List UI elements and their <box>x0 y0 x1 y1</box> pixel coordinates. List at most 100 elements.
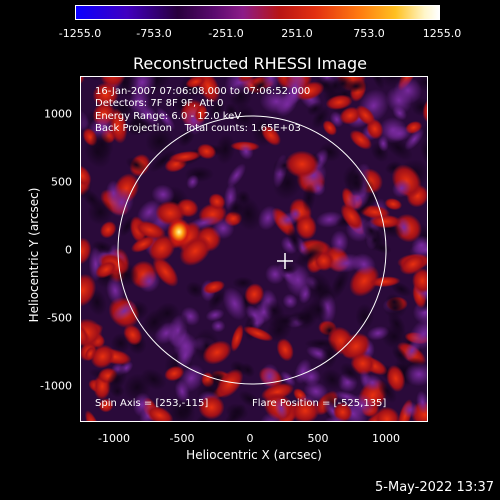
emission-blob <box>416 390 427 414</box>
emission-blob <box>81 237 92 265</box>
emission-blob <box>142 308 167 336</box>
emission-blob <box>265 264 286 285</box>
emission-blob <box>401 401 419 419</box>
emission-blob <box>211 319 226 333</box>
emission-blob <box>302 183 316 213</box>
emission-blob <box>238 142 254 160</box>
emission-blob <box>285 150 320 178</box>
emission-blob <box>231 103 257 131</box>
emission-blob <box>325 94 353 110</box>
emission-blob <box>361 220 382 242</box>
emission-blob <box>198 395 225 420</box>
emission-blob <box>355 105 376 126</box>
colorbar-tick: 753.0 <box>353 27 385 40</box>
emission-blob <box>295 214 317 240</box>
emission-blob <box>148 234 176 262</box>
emission-blob <box>177 129 195 147</box>
colorbar-tick: 1255.0 <box>422 27 462 40</box>
emission-blob <box>276 212 300 228</box>
colorbar-tick: 251.0 <box>281 27 313 40</box>
emission-blob <box>366 325 390 341</box>
emission-blob <box>274 397 288 420</box>
plot-date: 5-May-2022 13:37 <box>375 480 494 495</box>
emission-blob <box>99 77 127 89</box>
emission-blob <box>207 288 227 311</box>
emission-blob <box>222 287 247 321</box>
emission-blob <box>330 230 349 255</box>
y-tick: 500 <box>51 175 72 189</box>
emission-blob <box>290 398 320 421</box>
emission-blob <box>392 105 407 121</box>
emission-blob <box>370 77 385 90</box>
annotation-method: Back Projection Total counts: 1.65E+03 <box>95 123 301 134</box>
emission-blob <box>90 130 114 159</box>
emission-blob <box>330 267 350 300</box>
emission-blob <box>334 390 360 403</box>
emission-blob <box>185 281 205 299</box>
emission-blob <box>390 281 412 297</box>
emission-blob <box>329 253 363 273</box>
emission-blob <box>151 184 175 205</box>
emission-blob <box>110 384 125 398</box>
emission-blob <box>196 143 217 160</box>
emission-blob <box>341 332 371 360</box>
emission-blob <box>205 308 225 322</box>
emission-blob <box>186 174 199 190</box>
emission-blob <box>208 193 226 210</box>
emission-blob <box>257 205 278 231</box>
emission-blob <box>243 325 274 342</box>
emission-blobs <box>81 77 427 421</box>
emission-blob <box>383 296 407 319</box>
emission-blob <box>145 127 174 156</box>
emission-blob <box>177 400 195 421</box>
emission-blob <box>369 214 402 229</box>
emission-blob <box>228 82 253 111</box>
y-axis-label: Heliocentric Y (arcsec) <box>27 187 41 323</box>
emission-blob <box>81 165 92 187</box>
y-tick: -500 <box>47 311 72 325</box>
x-tick: 0 <box>246 432 254 445</box>
emission-blob <box>212 217 235 240</box>
emission-blob <box>125 157 148 173</box>
emission-blob <box>98 398 114 413</box>
emission-blob <box>343 169 369 197</box>
emission-blob <box>259 412 284 421</box>
emission-blob <box>321 368 344 391</box>
emission-blob <box>306 271 333 306</box>
emission-blob <box>361 374 383 392</box>
emission-blob <box>230 324 244 352</box>
image-title: Reconstructed RHESSI Image <box>133 54 367 73</box>
emission-blob <box>276 338 294 362</box>
emission-blob <box>195 414 211 421</box>
emission-blob <box>260 363 280 390</box>
solar-limb <box>117 115 387 385</box>
emission-blob <box>386 125 412 142</box>
emission-blob <box>384 198 403 211</box>
emission-blob <box>227 163 246 188</box>
emission-blob <box>115 101 133 115</box>
emission-blob <box>81 77 85 86</box>
emission-blob <box>281 77 307 86</box>
emission-blob <box>138 270 161 293</box>
emission-blob <box>202 280 225 295</box>
colorbar-tick: -251.0 <box>208 27 244 40</box>
emission-blob <box>324 416 349 421</box>
annotation-spin-axis: Spin Axis = [253,-115] <box>95 398 209 409</box>
emission-blob <box>392 178 412 198</box>
solar-image-map <box>81 77 427 421</box>
colorbar-tick: -753.0 <box>136 27 172 40</box>
emission-blob <box>84 410 101 421</box>
emission-blob <box>404 362 427 387</box>
annotation-time: 16-Jan-2007 07:06:08.000 to 07:06:52.000 <box>95 86 311 97</box>
emission-blob <box>261 77 280 92</box>
colorbar <box>75 5 440 20</box>
emission-blob <box>130 115 145 130</box>
emission-blob <box>377 379 397 404</box>
emission-blob <box>108 187 134 218</box>
emission-blob <box>185 77 206 89</box>
emission-blob <box>134 220 166 240</box>
emission-blob <box>168 150 202 163</box>
emission-blob <box>164 365 185 382</box>
x-tick: -500 <box>169 432 195 445</box>
emission-blob <box>128 89 150 115</box>
